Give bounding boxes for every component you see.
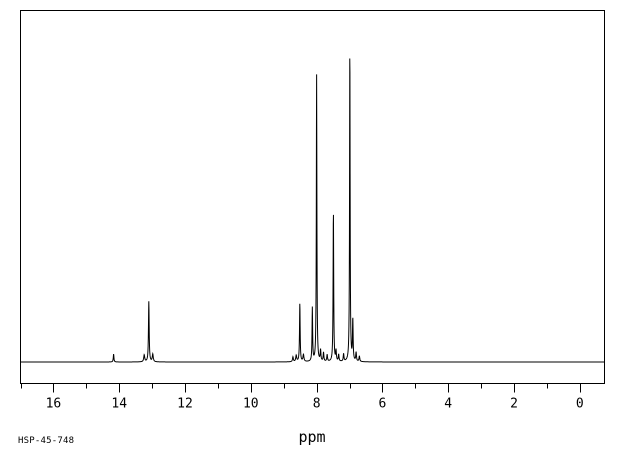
x-axis-ticks <box>20 383 582 393</box>
sample-id-label: HSP-45-748 <box>18 436 74 446</box>
x-axis-tick-label: 0 <box>576 397 584 412</box>
x-axis-tick-label: 14 <box>111 397 127 412</box>
spectrum-trace <box>20 58 605 363</box>
x-axis-tick-labels: 16 14 12 10 8 6 4 2 0 <box>46 397 584 412</box>
x-axis-tick-label: 2 <box>510 397 518 412</box>
x-axis-tick-label: 10 <box>243 397 259 412</box>
plot-frame <box>19 9 606 385</box>
x-axis-tick-label: 4 <box>444 397 452 412</box>
x-axis-tick-label: 8 <box>313 397 321 412</box>
x-axis-tick-label: 12 <box>177 397 193 412</box>
x-axis-tick-label: 16 <box>46 397 62 412</box>
x-axis-title: ppm <box>298 428 325 446</box>
x-axis-tick-label: 6 <box>379 397 387 412</box>
